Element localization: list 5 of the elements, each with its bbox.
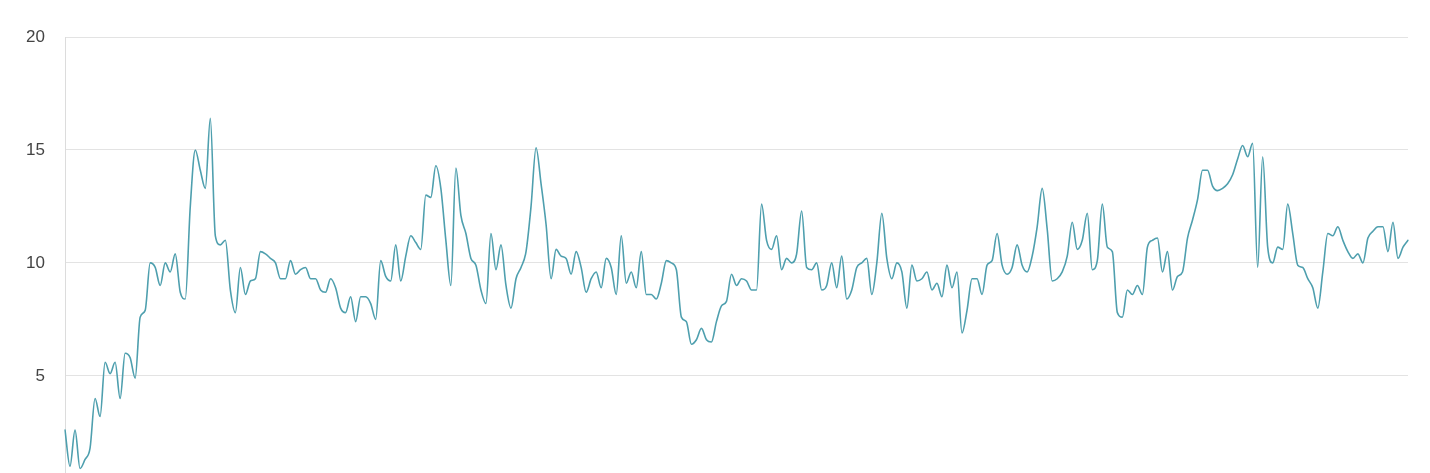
y-tick-label: 5 bbox=[35, 365, 45, 385]
line-series bbox=[64, 117, 1409, 470]
y-tick-label: 15 bbox=[26, 139, 45, 159]
y-tick-label: 10 bbox=[26, 252, 45, 272]
y-tick-label: 20 bbox=[26, 26, 45, 46]
